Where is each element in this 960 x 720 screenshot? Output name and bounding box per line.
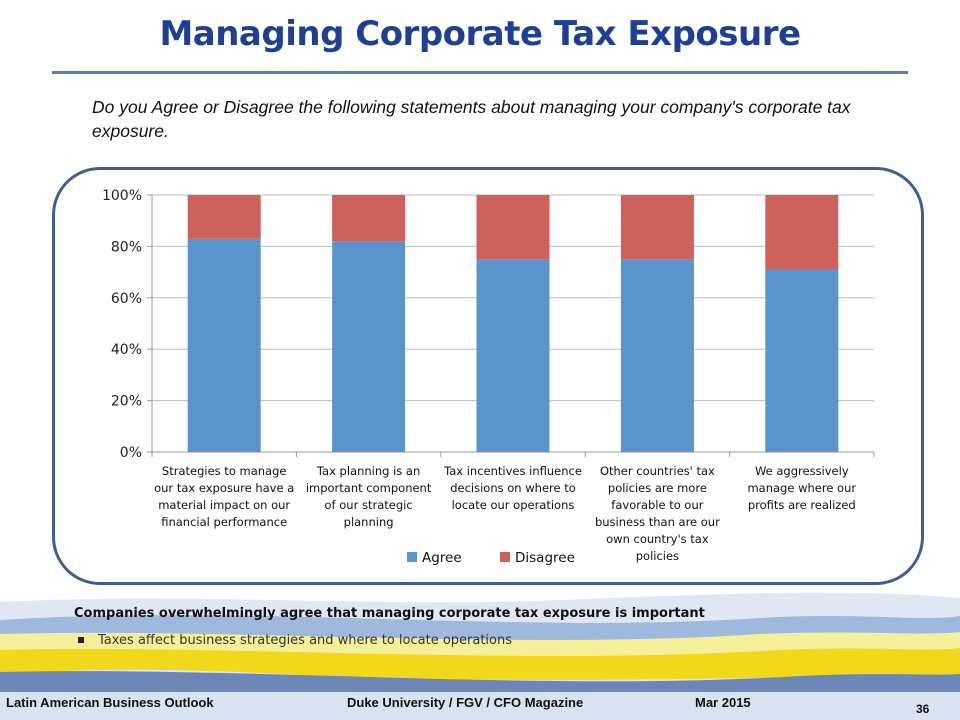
footer-left: Latin American Business Outlook [6, 695, 214, 710]
summary-statement: Companies overwhelmingly agree that mana… [74, 606, 705, 621]
x-category-label-line: favorable to our [611, 498, 703, 512]
x-category-label-line: manage where our [747, 481, 856, 495]
footer-date: Mar 2015 [695, 695, 751, 710]
x-category-label-line: own country's tax [606, 532, 709, 546]
y-tick-label: 40% [111, 342, 142, 358]
y-tick-label: 80% [111, 239, 142, 255]
slide-title: Managing Corporate Tax Exposure [159, 14, 801, 54]
bullet-text: Taxes affect business strategies and whe… [98, 633, 513, 648]
decorative-swoosh-background [0, 592, 960, 720]
y-tick-label: 100% [102, 188, 142, 204]
x-category-label-line: material impact on our [158, 498, 290, 512]
y-tick-label: 20% [111, 394, 142, 410]
bar-disagree-2 [332, 195, 406, 242]
bar-agree-1 [187, 238, 261, 452]
legend-label-agree: Agree [422, 550, 462, 566]
chart-frame: 0% 20% 40% 60% 80% 100% Strategies to manage ou… [52, 167, 924, 585]
bar-disagree-5 [765, 195, 839, 270]
survey-question: Do you Agree or Disagree the following s… [92, 97, 851, 141]
x-category-label-line: planning [344, 515, 394, 529]
legend-swatch-agree [407, 552, 417, 562]
bar-agree-4 [620, 259, 694, 452]
page-number: 36 [916, 702, 930, 716]
x-category-label: Tax incentives influence decisions on whe… [443, 464, 582, 512]
x-category-label-line: business than are our [595, 515, 720, 529]
x-category-label-line: of our strategic [325, 498, 413, 512]
x-category-label-line: our tax exposure have a [154, 481, 294, 495]
x-category-label: Other countries' tax policies are more fav… [595, 464, 720, 563]
legend-swatch-disagree [500, 552, 510, 562]
footer-center: Duke University / FGV / CFO Magazine [347, 695, 584, 710]
legend-label-disagree: Disagree [515, 550, 575, 566]
x-category-label-line: profits are realized [748, 498, 856, 512]
y-tick-label: 0% [120, 445, 142, 461]
x-category-label-line: We aggressively [755, 464, 849, 478]
bar-disagree-1 [187, 195, 261, 239]
x-category-label-line: Strategies to manage [162, 464, 287, 478]
title-underline [52, 71, 908, 74]
x-category-label-line: locate our operations [452, 498, 575, 512]
x-category-label-line: important component [306, 481, 432, 495]
x-category-label: Strategies to manage our tax exposure hav… [154, 464, 294, 529]
bar-agree-5 [765, 269, 839, 452]
x-category-label: Tax planning is an important component of … [306, 464, 432, 529]
stacked-bar-chart: 0% 20% 40% 60% 80% 100% Strategies to manage ou… [102, 188, 875, 566]
x-category-label-line: Other countries' tax [600, 464, 715, 478]
bar-agree-2 [332, 241, 406, 452]
x-category-label-line: financial performance [161, 515, 287, 529]
bar-agree-3 [476, 259, 550, 452]
x-category-label-line: decisions on where to [450, 481, 576, 495]
x-category-label-line: Tax planning is an [316, 464, 420, 478]
y-tick-label: 60% [111, 291, 142, 307]
bar-disagree-4 [620, 195, 694, 260]
x-category-label-line: policies [636, 549, 679, 563]
x-category-label-line: Tax incentives influence [443, 464, 582, 478]
bullet-point: Taxes affect business strategies and whe… [78, 633, 512, 648]
bullet-square-icon [78, 636, 84, 643]
bar-disagree-3 [476, 195, 550, 260]
x-category-label: We aggressively manage where our profits a… [747, 464, 856, 512]
x-category-label-line: policies are more [608, 481, 707, 495]
